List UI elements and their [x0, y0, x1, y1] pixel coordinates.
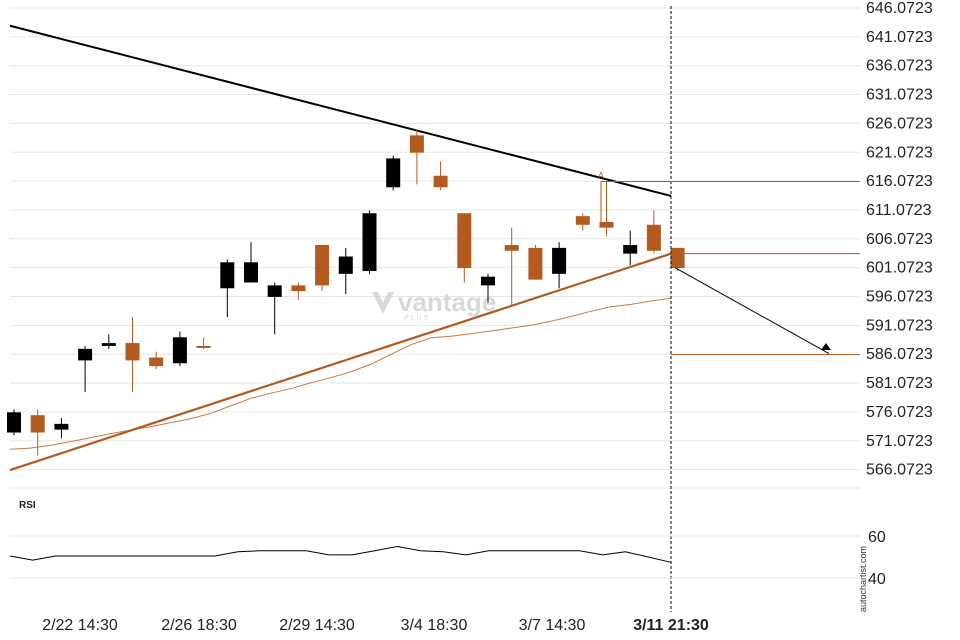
forecast-arrowhead-icon [821, 343, 831, 350]
candle-body [481, 276, 495, 286]
candle-body [267, 285, 282, 297]
price-tick-label: 631.0723 [866, 87, 933, 104]
price-grid [10, 7, 860, 489]
time-tick-label: 3/4 18:30 [401, 617, 468, 634]
candle-body [30, 415, 45, 433]
rsi-label: RSI [19, 500, 36, 511]
time-tick-label: 2/22 14:30 [42, 617, 118, 634]
price-tick-label: 591.0723 [866, 317, 933, 334]
vantage-logo-icon [372, 292, 394, 314]
price-tick-label: 566.0723 [866, 462, 933, 479]
candle-body [338, 256, 353, 274]
resistance-line [9, 24, 672, 197]
time-tick-label: 2/26 18:30 [161, 617, 237, 634]
candle-body [646, 224, 661, 251]
vantage-watermark: vantage PLUS [372, 287, 496, 322]
candle-body [172, 337, 187, 364]
price-tick-label: 596.0723 [866, 289, 933, 306]
watermark-sub: PLUS [404, 315, 430, 322]
candle-body [7, 412, 21, 433]
watermark-brand: vantage [398, 287, 496, 317]
rsi-tick-label: 60 [868, 529, 886, 546]
candle-body [575, 216, 590, 225]
price-axis: 646.0723 641.0723 636.0723 631.0723 626.0723… [866, 0, 933, 479]
ma-line [9, 297, 672, 450]
credit-text: autochartist.com [858, 546, 868, 612]
price-tick-label: 611.0723 [866, 202, 932, 219]
candle-body [149, 357, 164, 367]
candle-body [291, 285, 306, 292]
candle-body [409, 135, 424, 153]
time-tick-label: 3/11 21:30 [633, 617, 709, 634]
candle-body [528, 247, 543, 280]
price-tick-label: 636.0723 [866, 58, 933, 75]
forecast-arrow-line [674, 267, 830, 355]
price-tick-label: 571.0723 [866, 433, 933, 450]
price-tick-label: 581.0723 [866, 375, 933, 392]
candle-body [125, 343, 140, 361]
candle-body [196, 345, 211, 348]
candle-body [623, 244, 638, 254]
candle-body [386, 158, 401, 188]
time-tick-label: 2/29 14:30 [279, 617, 355, 634]
time-axis: 2/22 14:30 2/26 18:30 2/29 14:30 3/4 18:30 3… [42, 617, 709, 634]
candle-body [433, 175, 448, 188]
price-tick-label: 576.0723 [866, 404, 933, 421]
price-tick-label: 626.0723 [866, 115, 933, 132]
candle-body [220, 262, 235, 289]
candle-body [670, 247, 685, 269]
annotation-label: A [598, 171, 604, 181]
support-line [9, 252, 672, 472]
time-tick-label: 3/7 14:30 [519, 617, 586, 634]
rsi-tick-label: 40 [868, 571, 886, 588]
rsi-line [9, 545, 672, 563]
moving-average [9, 297, 672, 450]
price-tick-label: 646.0723 [866, 0, 933, 17]
price-tick-label: 616.0723 [866, 173, 933, 190]
price-levels: A [598, 6, 860, 612]
candle-body [315, 244, 330, 286]
candle-body [101, 343, 116, 346]
candle-body [54, 423, 69, 430]
price-tick-label: 641.0723 [866, 29, 933, 46]
price-tick-label: 606.0723 [866, 231, 933, 248]
price-tick-label: 601.0723 [866, 260, 933, 277]
rsi-panel: RSI 60 40 [9, 500, 886, 588]
candle-body [457, 213, 472, 269]
trend-lines [9, 24, 672, 472]
price-tick-label: 621.0723 [866, 144, 933, 161]
candle-body [244, 262, 258, 283]
candle-body [362, 213, 377, 271]
candles [7, 129, 685, 456]
candle-body [552, 247, 567, 274]
candle-body [78, 348, 93, 361]
candle-body [504, 244, 519, 251]
price-tick-label: 586.0723 [866, 346, 933, 363]
candle-body [599, 221, 614, 228]
